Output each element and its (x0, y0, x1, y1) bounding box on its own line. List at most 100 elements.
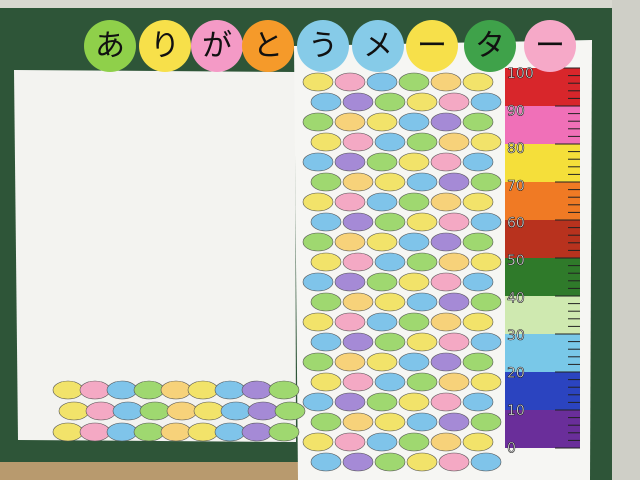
cloud-note (374, 92, 406, 112)
cloud-note (470, 412, 502, 432)
meter-band (505, 258, 580, 296)
cloud-note (406, 212, 438, 232)
cloud-note (220, 401, 252, 421)
cloud-note (438, 452, 470, 472)
cloud-note (58, 401, 90, 421)
cloud-note (462, 152, 494, 172)
cloud-note (133, 422, 165, 442)
cloud-note (52, 422, 84, 442)
cloud-note (85, 401, 117, 421)
cloud-note (106, 422, 138, 442)
cloud-note (470, 252, 502, 272)
meter-band (505, 144, 580, 182)
title-letter: ー (417, 29, 447, 64)
cloud-note (470, 372, 502, 392)
cloud-note (366, 72, 398, 92)
meter-label: 60 (507, 216, 525, 232)
cloud-note (406, 172, 438, 192)
cloud-note (366, 272, 398, 292)
cloud-note (462, 392, 494, 412)
meter-label: 50 (507, 253, 525, 269)
cloud-note (430, 392, 462, 412)
cloud-note (374, 292, 406, 312)
cloud-note (366, 352, 398, 372)
cloud-note (374, 372, 406, 392)
title-circle (84, 20, 136, 72)
left-paper (14, 70, 296, 442)
cloud-note (106, 380, 138, 400)
cloud-note (342, 132, 374, 152)
meter-band (505, 106, 580, 144)
cloud-note (430, 352, 462, 372)
shelf (0, 462, 300, 480)
cloud-note (430, 152, 462, 172)
meter-band (505, 410, 580, 448)
meter-band (505, 68, 580, 106)
cloud-note (462, 432, 494, 452)
cloud-note (79, 422, 111, 442)
cloud-note (470, 452, 502, 472)
cloud-note (334, 312, 366, 332)
title: ありがとうメーター (84, 20, 576, 72)
cloud-note (366, 112, 398, 132)
cloud-note (302, 432, 334, 452)
cloud-note (470, 292, 502, 312)
cloud-note (430, 272, 462, 292)
cloud-note (241, 380, 273, 400)
cloud-note (374, 132, 406, 152)
cloud-note (342, 172, 374, 192)
cloud-note (462, 272, 494, 292)
cloud-note (302, 112, 334, 132)
meter-label: 70 (507, 178, 525, 194)
cloud-note (334, 192, 366, 212)
cloud-note (334, 112, 366, 132)
cloud-note (133, 380, 165, 400)
cloud-note (274, 401, 306, 421)
cloud-note (462, 112, 494, 132)
cloud-note (398, 312, 430, 332)
cloud-note (374, 212, 406, 232)
cloud-note (470, 332, 502, 352)
cloud-note (470, 132, 502, 152)
cloud-note (462, 312, 494, 332)
cloud-note (310, 412, 342, 432)
cloud-note (430, 232, 462, 252)
cloud-note (160, 422, 192, 442)
cloud-note (334, 232, 366, 252)
cloud-note (334, 392, 366, 412)
cloud-note (302, 352, 334, 372)
cloud-note (374, 252, 406, 272)
cloud-note (302, 392, 334, 412)
cloud-note (438, 172, 470, 192)
wall-top (0, 0, 640, 8)
cloud-note (438, 132, 470, 152)
title-letter: あ (95, 29, 125, 64)
cloud-note (214, 380, 246, 400)
cloud-note (406, 372, 438, 392)
cloud-note (187, 380, 219, 400)
cloud-note (438, 252, 470, 272)
cloud-note (247, 401, 279, 421)
cloud-note (462, 192, 494, 212)
cloud-note (366, 432, 398, 452)
meter-label: 80 (507, 141, 525, 157)
cloud-note (342, 252, 374, 272)
cloud-note (334, 152, 366, 172)
cloud-note (342, 92, 374, 112)
meter-label: 10 (507, 403, 525, 419)
cloud-note (268, 380, 300, 400)
cloud-note (398, 112, 430, 132)
cloud-note (193, 401, 225, 421)
cloud-note (430, 72, 462, 92)
cloud-note (334, 432, 366, 452)
title-letter: メ (363, 29, 393, 64)
cloud-note (406, 252, 438, 272)
cloud-note (310, 372, 342, 392)
cloud-note (470, 172, 502, 192)
meter-band (505, 182, 580, 220)
cloud-note (310, 132, 342, 152)
cloud-note (438, 372, 470, 392)
cloud-note (166, 401, 198, 421)
